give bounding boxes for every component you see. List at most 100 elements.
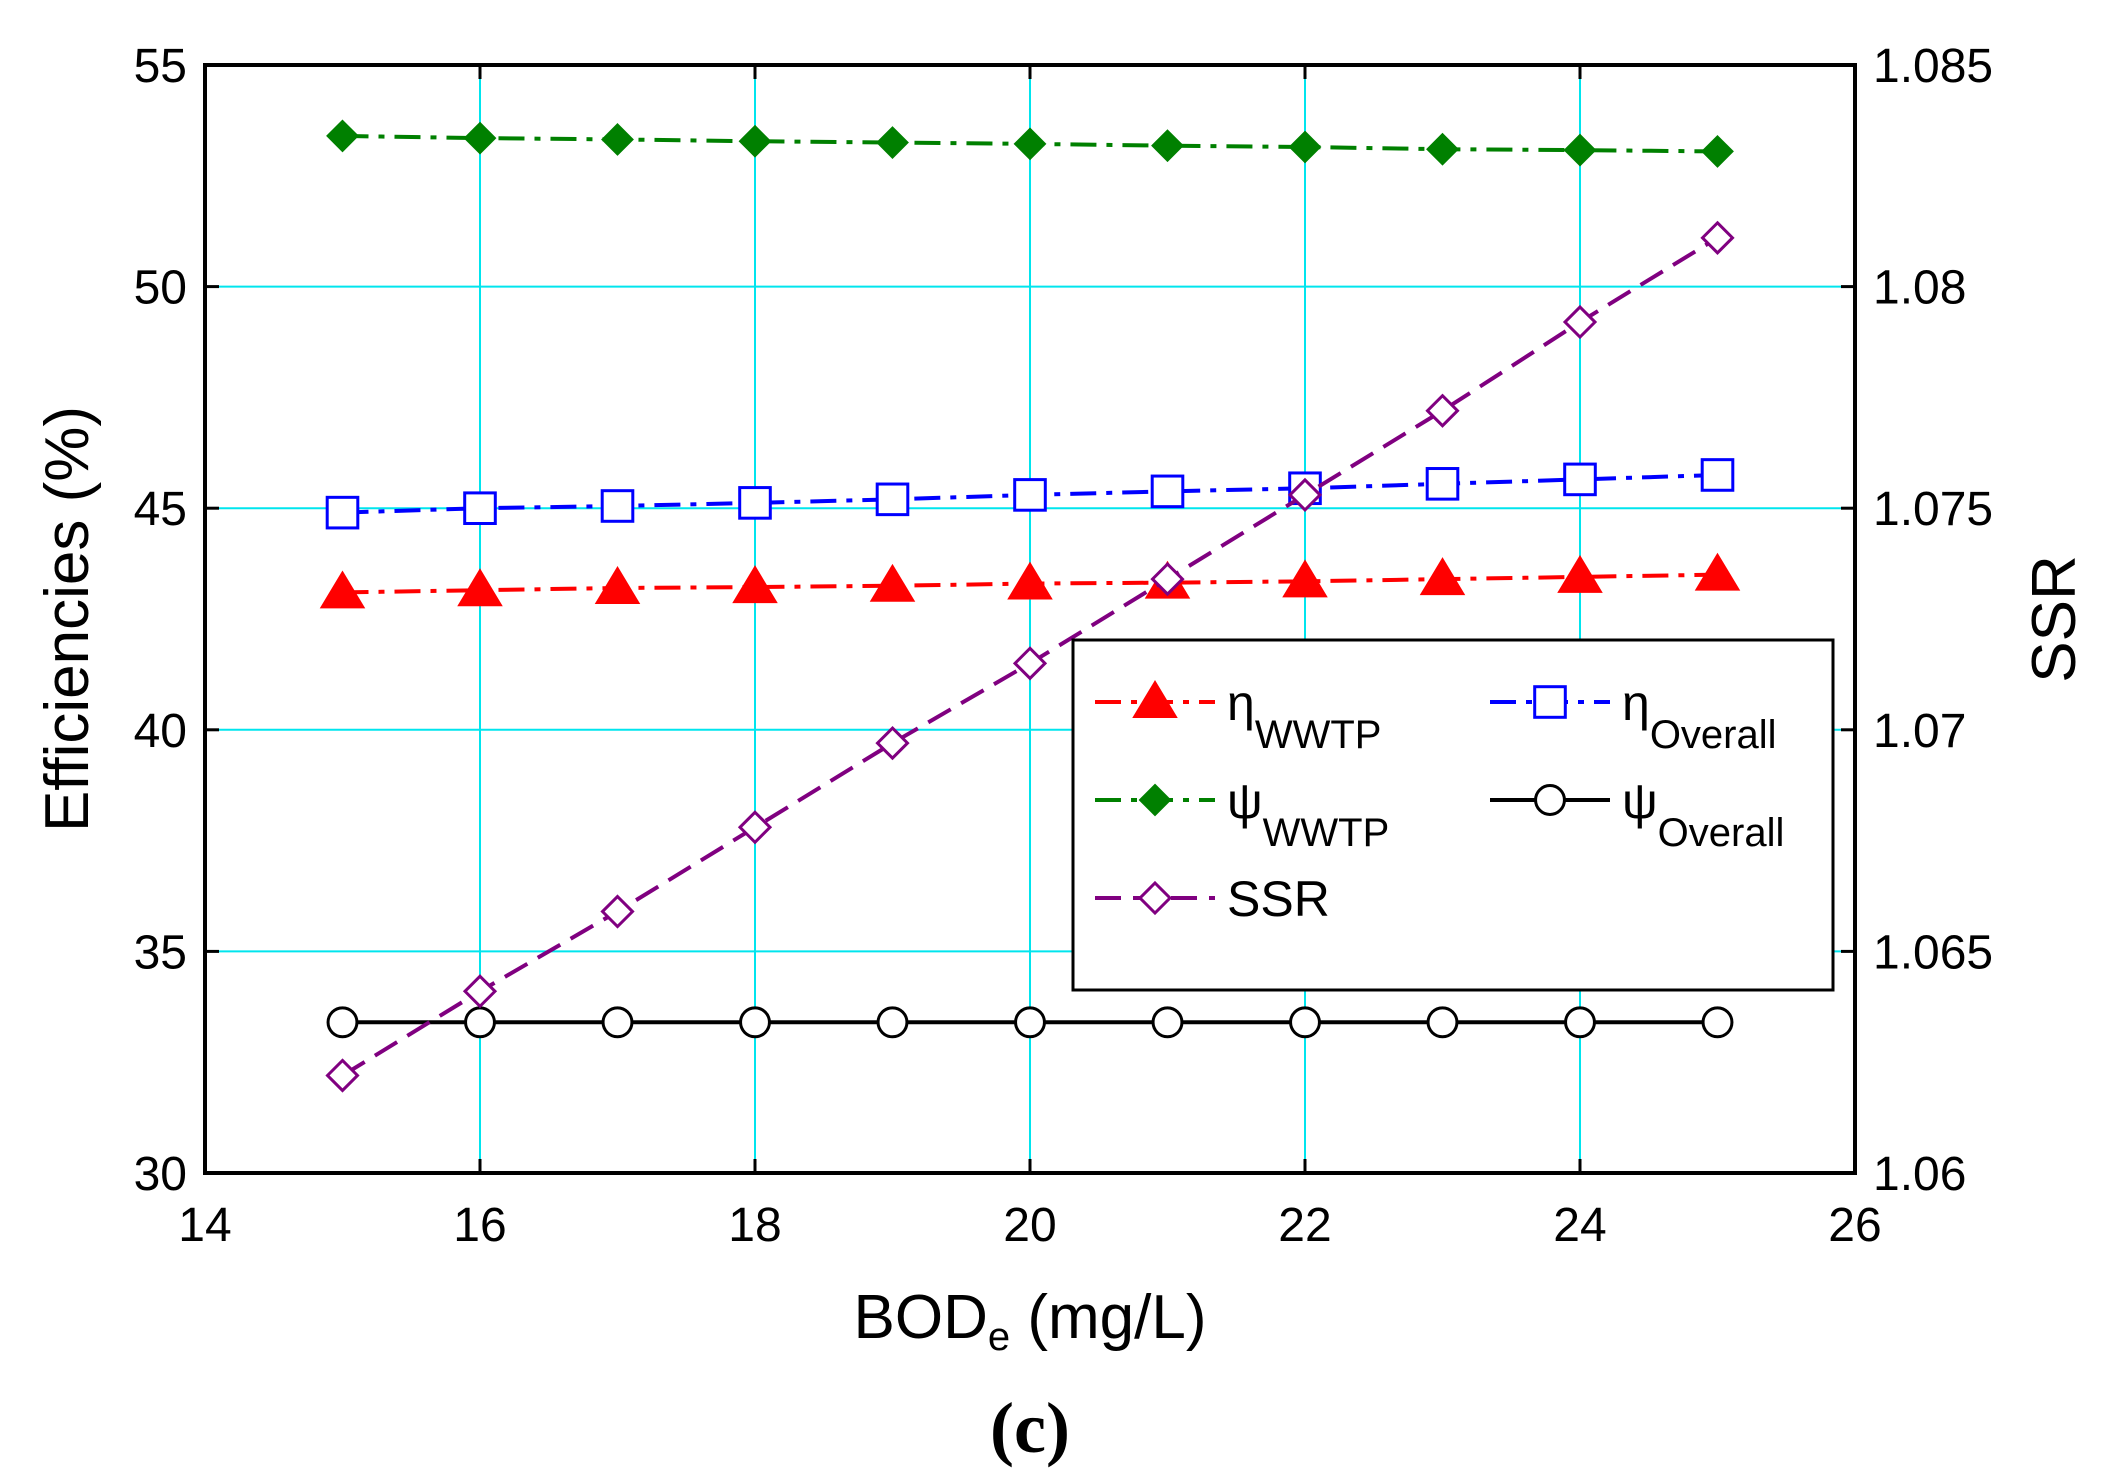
data-point bbox=[1007, 561, 1053, 600]
x-tick-label: 14 bbox=[178, 1199, 231, 1252]
data-point bbox=[1563, 462, 1597, 497]
y-right-tick-label: 1.075 bbox=[1873, 483, 1993, 536]
x-tick-label: 26 bbox=[1828, 1199, 1881, 1252]
legend-label-sub: WWTP bbox=[1255, 713, 1382, 757]
data-point bbox=[601, 1006, 634, 1039]
series-ssr bbox=[325, 220, 1735, 1093]
series-wwtp bbox=[319, 552, 1741, 609]
data-point bbox=[1694, 552, 1741, 591]
y-left-tick-label: 45 bbox=[134, 483, 187, 536]
legend-swatch-marker bbox=[1138, 783, 1172, 817]
legend-label: ηOverall bbox=[1622, 675, 1777, 757]
data-point bbox=[319, 570, 366, 609]
data-point bbox=[1014, 1006, 1046, 1039]
data-point bbox=[1564, 1006, 1596, 1039]
legend-label-sub: WWTP bbox=[1263, 811, 1390, 855]
y-left-tick-label: 40 bbox=[134, 705, 187, 758]
y-left-tick-label: 30 bbox=[134, 1148, 187, 1201]
y-right-tick-label: 1.07 bbox=[1873, 705, 1966, 758]
data-point bbox=[1563, 133, 1597, 167]
data-point bbox=[869, 563, 916, 602]
data-point bbox=[739, 1006, 771, 1039]
x-axis-title-main: BOD bbox=[854, 1283, 988, 1352]
data-point bbox=[1288, 130, 1322, 164]
data-point bbox=[462, 974, 498, 1009]
data-point bbox=[1012, 646, 1048, 681]
x-axis-title-sub: e bbox=[988, 1315, 1010, 1359]
y-right-tick-label: 1.06 bbox=[1873, 1148, 1966, 1201]
legend-label-main: ψ bbox=[1227, 773, 1263, 829]
x-tick-label: 16 bbox=[453, 1199, 506, 1252]
panel-label: (c) bbox=[990, 1388, 1070, 1468]
data-point bbox=[1562, 304, 1598, 340]
data-point bbox=[1701, 1006, 1734, 1039]
data-point bbox=[463, 121, 497, 155]
data-point bbox=[1701, 135, 1734, 168]
legend-label-main: SSR bbox=[1227, 871, 1330, 927]
legend-entry: ψOverall bbox=[1490, 773, 1784, 855]
y-right-tick-label: 1.085 bbox=[1873, 40, 1993, 93]
legend-box bbox=[1071, 638, 1835, 992]
data-point bbox=[1287, 477, 1323, 513]
y-left-tick-label: 50 bbox=[134, 262, 187, 315]
data-point bbox=[594, 566, 641, 604]
data-point bbox=[1419, 557, 1466, 596]
legend-entry: ψWWTP bbox=[1095, 773, 1389, 855]
data-point bbox=[1426, 132, 1459, 166]
data-point bbox=[738, 124, 772, 158]
data-point bbox=[1425, 467, 1460, 501]
x-tick-label: 22 bbox=[1278, 1199, 1331, 1252]
data-point bbox=[876, 1006, 909, 1039]
data-point bbox=[457, 568, 503, 607]
data-point bbox=[1282, 559, 1328, 598]
legend-label-main: η bbox=[1622, 675, 1650, 731]
y-right-tick-label: 1.08 bbox=[1873, 262, 1966, 315]
axis-ticks: 14 16 18 20 22 24 26 30 35 40 45 50 55 1.06 1.065 1.07 1… bbox=[134, 40, 1994, 1252]
legend-label-main: ψ bbox=[1622, 773, 1658, 829]
x-tick-label: 20 bbox=[1003, 1199, 1056, 1252]
data-point bbox=[1150, 561, 1185, 597]
data-point bbox=[1700, 458, 1735, 492]
legend-swatch-marker bbox=[1533, 685, 1567, 719]
legend-label-sub: Overall bbox=[1650, 713, 1777, 757]
data-point bbox=[876, 126, 909, 159]
data-point bbox=[1426, 1006, 1459, 1039]
legend-swatch-marker bbox=[1137, 880, 1173, 916]
data-point bbox=[1425, 393, 1460, 428]
x-tick-label: 18 bbox=[728, 1199, 781, 1252]
x-axis-title-unit: (mg/L) bbox=[1010, 1283, 1206, 1352]
data-point bbox=[1151, 1006, 1184, 1039]
data-point bbox=[732, 565, 778, 604]
y-axis-left-title: Efficiencies (%) bbox=[33, 406, 102, 832]
data-point bbox=[600, 489, 635, 523]
y-left-tick-label: 55 bbox=[134, 40, 187, 93]
y-axis-right-title: SSR bbox=[2020, 555, 2089, 682]
legend-swatch-marker bbox=[1534, 784, 1566, 816]
series-wwtp bbox=[326, 119, 1734, 168]
legend-label: ψWWTP bbox=[1227, 773, 1389, 855]
data-point bbox=[326, 119, 359, 153]
plot-series bbox=[319, 119, 1741, 1093]
legend-label-sub: Overall bbox=[1658, 811, 1785, 855]
x-axis-title: BODe (mg/L) bbox=[854, 1283, 1207, 1359]
data-point bbox=[875, 725, 910, 761]
x-tick-label: 24 bbox=[1553, 1199, 1606, 1252]
data-point bbox=[737, 810, 773, 845]
legend-label: ηWWTP bbox=[1227, 675, 1381, 757]
y-right-tick-label: 1.065 bbox=[1873, 926, 1993, 979]
legend-swatch-marker bbox=[1132, 680, 1178, 718]
legend-label: SSR bbox=[1227, 871, 1330, 927]
data-point bbox=[463, 491, 497, 525]
data-point bbox=[1700, 220, 1735, 255]
legend-label-main: η bbox=[1227, 675, 1255, 731]
data-point bbox=[1013, 478, 1047, 512]
data-point bbox=[325, 1058, 360, 1093]
data-point bbox=[1289, 1006, 1321, 1039]
data-point bbox=[875, 482, 910, 517]
data-point bbox=[1557, 554, 1603, 593]
legend-entry: SSR bbox=[1095, 871, 1330, 927]
data-point bbox=[1151, 129, 1184, 163]
data-point bbox=[600, 894, 635, 929]
